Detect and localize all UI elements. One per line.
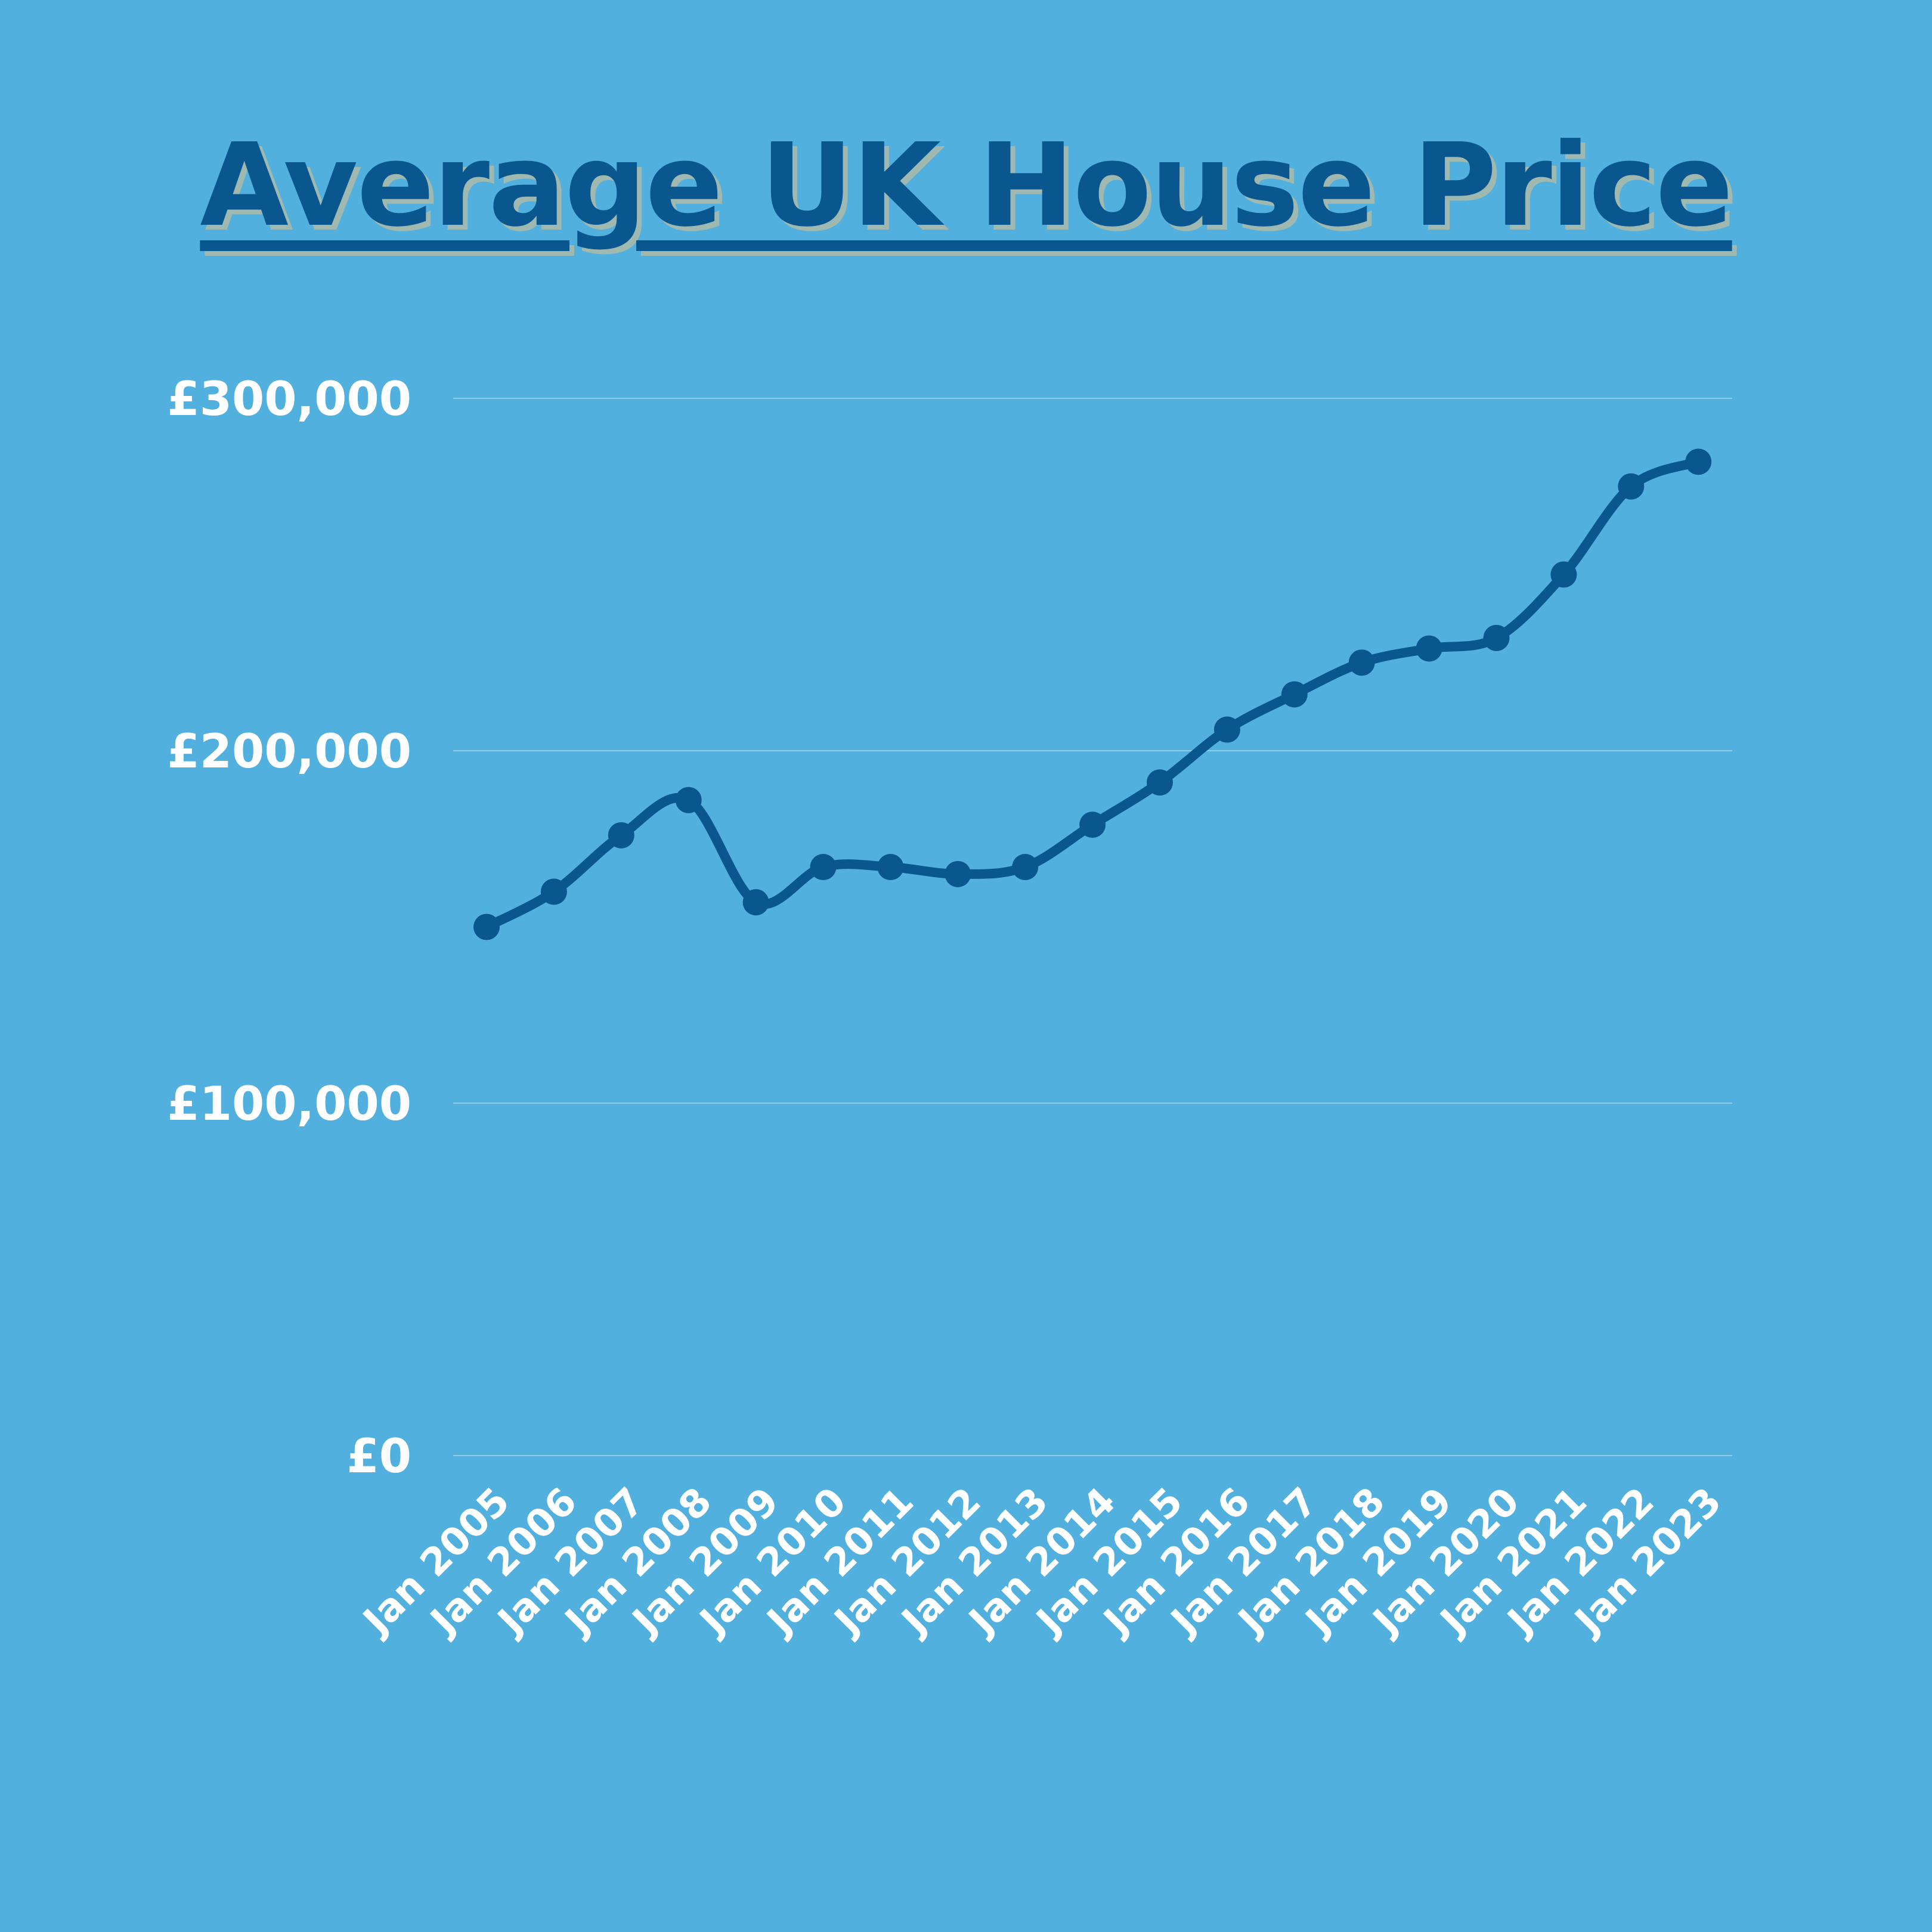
data-point (1685, 448, 1712, 475)
data-point (1147, 769, 1173, 796)
data-point (1550, 561, 1577, 588)
data-point (1012, 854, 1039, 881)
data-point (675, 787, 702, 813)
data-point (1348, 649, 1375, 676)
data-points (473, 448, 1712, 940)
data-point (1281, 681, 1308, 708)
data-point (1213, 716, 1240, 743)
data-point (1618, 473, 1645, 500)
data-point (473, 914, 500, 940)
data-point (877, 854, 904, 881)
data-point (608, 822, 634, 849)
y-tick-label: £300,000 (167, 373, 411, 426)
series-line (482, 457, 1704, 932)
data-point (1079, 812, 1106, 838)
y-tick-label: £100,000 (167, 1078, 411, 1131)
gridlines (453, 398, 1732, 1456)
chart-title: Average UK House Price (200, 119, 1733, 252)
data-point (1416, 635, 1442, 662)
data-point (810, 854, 837, 881)
y-axis-labels: £0 £100,000 £200,000 £300,000 (167, 373, 411, 1484)
data-point (945, 860, 971, 887)
data-point (1483, 624, 1510, 651)
data-point (742, 889, 769, 916)
y-tick-label: £200,000 (167, 725, 411, 779)
data-point (540, 878, 567, 905)
y-tick-label: £0 (346, 1430, 411, 1484)
